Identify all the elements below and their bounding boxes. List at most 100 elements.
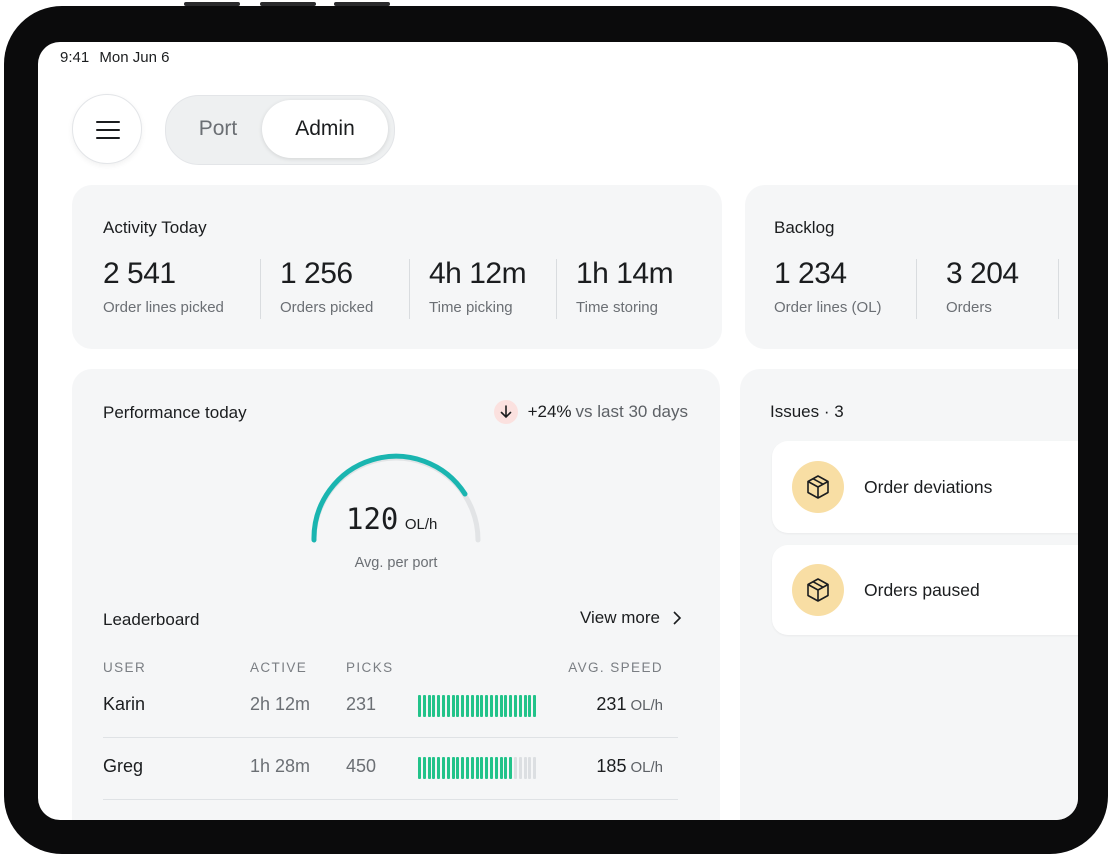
active-time: 1h 28m [250,756,311,776]
leaderboard-row: Karin 2h 12m 231 231 OL/h [103,675,678,738]
stat-value: 1 234 [774,257,847,290]
column-header: AVG. SPEED [568,660,663,675]
speed-unit: OL/h [630,697,663,714]
bar-segment [480,695,484,717]
trend-comparison: vs last 30 days [575,402,688,421]
speed-bar [418,757,537,779]
bar-segment [432,757,436,779]
bar-segment [437,757,441,779]
trend-change: +24% [527,402,572,421]
bar-segment [451,695,455,717]
stat-label: Time storing [576,299,658,316]
mode-toggle: Port Admin [165,95,395,165]
divider [1058,259,1059,319]
stat: 1 234 Order lines (OL) [774,257,882,316]
stat-label: Orders picked [280,299,374,316]
menu-button[interactable] [72,94,142,164]
performance-card: Performance today +24% vs last 30 days 1… [72,369,720,820]
stat: 3 204 Orders [946,257,1019,316]
trend: +24% vs last 30 days [493,400,688,424]
avg-speed: 231 OL/h [596,694,663,715]
bar-segment [446,757,450,779]
bar-segment [465,695,469,717]
hw-button [334,2,390,6]
issue-title: Order deviations [864,477,993,497]
issue-item[interactable]: Order deviations [772,441,1078,533]
divider [260,259,261,319]
stat-value: 1 256 [280,257,353,290]
bar-segment [427,695,431,717]
bar-segment [418,695,421,717]
backlog-card: Backlog 1 234 Order lines (OL) 3 204 Orders [745,185,1078,349]
stat-label: Order lines (OL) [774,299,882,316]
gauge-readout: 120 OL/h [346,502,446,536]
view-more[interactable]: View more [580,608,686,628]
bar-segment [494,695,498,717]
bar-segment [504,695,508,717]
menu-icon [96,121,120,139]
hw-button [184,2,240,6]
stat-label: Orders [946,299,992,316]
bar-segment [451,757,455,779]
chevron [673,611,682,625]
status-time: 9:41 [60,49,90,66]
stat: 1 256 Orders picked [280,257,373,316]
bar-segment [518,757,522,779]
column-header: ACTIVE [250,660,308,675]
bar-segment [456,757,460,779]
card-title: Activity Today [103,218,207,237]
bar-segment [513,695,517,717]
bar-segment [485,695,489,717]
active-time: 2h 12m [250,694,311,714]
speed-bar [418,695,537,717]
leaderboard-row: Greg 1h 28m 450 185 OL/h [103,737,678,800]
gauge-unit: OL/h [404,516,438,533]
bar-segment [441,757,445,779]
stat-value: 1h 14m [576,257,674,290]
stat-label: Order lines picked [103,299,224,316]
picks: 231 [346,694,377,714]
avg-speed: 185 OL/h [596,756,663,777]
issue-icon [792,564,844,616]
bar-segment [518,695,522,717]
bar-segment [437,695,441,717]
bar-segment [528,757,532,779]
stat-label: Time picking [429,299,513,316]
column-header: USER [103,660,147,675]
bar-segment [475,695,479,717]
user-name: Greg [103,756,144,776]
card-title: Performance today [103,403,247,422]
bar-segment [456,695,460,717]
link-text: View more [580,608,660,627]
issue-icon [792,461,844,513]
bar-segment [509,695,513,717]
bar-segment [485,757,489,779]
issue-title: Orders paused [864,580,980,600]
user-name: Karin [103,694,146,714]
bar-segment [480,757,484,779]
bar-segment [513,757,517,779]
bar-segment [418,757,421,779]
bar-segment [446,695,450,717]
divider [916,259,917,319]
box-icon [807,578,829,602]
gauge [311,453,481,543]
speed-value: 185 [596,756,627,776]
bar-segment [441,695,445,717]
issues-card: Issues · 3 Order deviations Orders paused [740,369,1078,820]
bar-segment [422,695,426,717]
bar-segment [494,757,498,779]
tab[interactable]: Admin [262,100,388,158]
bar-segment [470,695,474,717]
divider [556,259,557,319]
hw-button [260,2,316,6]
issue-item[interactable]: Orders paused [772,545,1078,635]
speed-value: 231 [596,694,627,714]
bar-segment [470,757,474,779]
tab[interactable]: Port [198,117,238,140]
bar-segment [432,695,436,717]
bar-segment [523,695,527,717]
picks: 450 [346,756,377,776]
bar-segment [427,757,431,779]
